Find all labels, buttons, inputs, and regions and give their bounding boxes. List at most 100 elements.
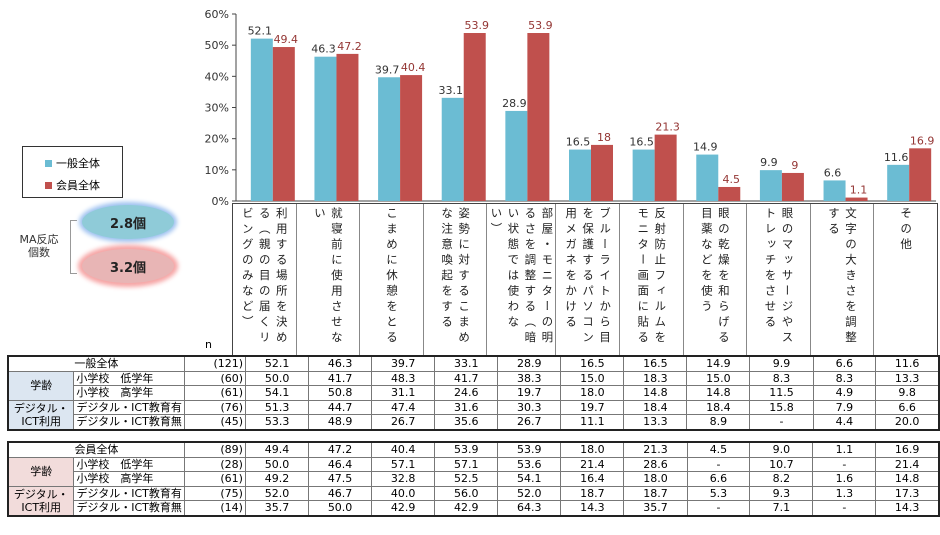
value-cell: 6.6 xyxy=(875,399,940,415)
value-cell: 54.1 xyxy=(245,385,310,401)
value-cell: 14.8 xyxy=(686,385,751,401)
bar-member xyxy=(463,33,486,202)
table-row: 学齢 小学校 低学年 (28) 50.0 46.4 57.1 57.1 53.6 21.4 28.… xyxy=(7,456,940,487)
group-label: 学齢 xyxy=(7,456,75,487)
segment-label: デジタル・ICT教育有 xyxy=(73,399,185,415)
value-cell: 41.7 xyxy=(434,370,499,386)
segment-label: 小学校 低学年 xyxy=(73,456,185,472)
value-cell: 49.2 xyxy=(244,471,310,487)
category-label: 利用する場所を決める（親の目の届くリビングのみなど） xyxy=(240,207,289,347)
value-cell: 52.1 xyxy=(245,355,310,372)
value-cell: 42.9 xyxy=(434,500,499,516)
bar-general xyxy=(696,154,719,201)
data-label-general: 52.1 xyxy=(248,25,273,38)
value-cell: 50.8 xyxy=(308,385,373,401)
value-cell: 16.5 xyxy=(623,355,688,372)
category-header-cell: 部屋・モニターの明るさを調整する（暗い状態では使わない） xyxy=(487,204,557,356)
bar-general xyxy=(823,180,846,201)
data-label-member: 9 xyxy=(791,159,798,172)
value-cell: 53.3 xyxy=(245,414,310,430)
value-cell: 21.4 xyxy=(875,456,940,472)
value-cell: 18.4 xyxy=(623,399,688,415)
sample-size: (45) xyxy=(183,414,247,430)
value-cell: - xyxy=(812,500,877,516)
table-row: 一般全体 (121) 52.1 46.3 39.7 33.1 28.9 16.5 16.5 14.… xyxy=(7,355,940,372)
category-header-cell: 利用する場所を決める（親の目の届くリビングのみなど） xyxy=(233,204,297,356)
legend-swatch-general xyxy=(45,159,52,167)
legend-item-general: 一般全体 xyxy=(45,155,100,171)
bar-general xyxy=(505,110,528,201)
value-cell: 1.6 xyxy=(812,471,877,487)
sample-size: (76) xyxy=(183,399,247,415)
data-label-member: 1.1 xyxy=(850,184,868,197)
category-header-cell: 反射防止フィルムをモニター画面に貼る xyxy=(620,204,684,356)
legend-label-member: 会員全体 xyxy=(56,179,100,192)
n-header: n xyxy=(205,338,212,351)
value-cell: 9.0 xyxy=(749,441,814,458)
value-cell: 13.3 xyxy=(875,370,940,386)
value-cell: 46.4 xyxy=(308,456,373,472)
data-label-member: 40.4 xyxy=(401,61,426,74)
value-cell: 47.5 xyxy=(308,471,373,487)
legend: 一般全体 会員全体 xyxy=(22,146,123,198)
value-cell: 64.3 xyxy=(497,500,562,516)
value-cell: 8.2 xyxy=(749,471,814,487)
value-cell: 15.8 xyxy=(749,399,814,415)
segment-label: デジタル・ICT教育有 xyxy=(73,485,185,501)
value-cell: 16.4 xyxy=(560,471,625,487)
general-table: 一般全体 (121) 52.1 46.3 39.7 33.1 28.9 16.5 16.5 14.… xyxy=(7,355,940,431)
ma-count-general: 2.8個 xyxy=(82,205,174,239)
group-label: 学齢 xyxy=(7,370,75,401)
value-cell: 18.0 xyxy=(623,471,688,487)
data-label-member: 53.9 xyxy=(528,19,553,32)
value-cell: 7.9 xyxy=(812,399,877,415)
value-cell: 33.1 xyxy=(434,355,499,372)
bar-member xyxy=(272,47,295,201)
bar-member xyxy=(400,75,423,201)
y-tick-label: 40% xyxy=(205,70,229,83)
bar-member xyxy=(718,186,741,201)
value-cell: 14.3 xyxy=(875,500,940,516)
category-label: ブルーライトから目を保護するパソコン用メガネをかける xyxy=(564,207,613,347)
segment-label: デジタル・ICT教育無 xyxy=(73,414,185,430)
value-cell: - xyxy=(686,456,751,472)
value-cell: 52.5 xyxy=(434,471,499,487)
data-label-member: 21.3 xyxy=(655,121,680,134)
data-label-member: 49.4 xyxy=(274,33,299,46)
data-label-member: 4.5 xyxy=(723,173,741,186)
value-cell: 4.4 xyxy=(812,414,877,430)
value-cell: 8.3 xyxy=(749,370,814,386)
category-label: 文字の大きさを調整する xyxy=(827,207,859,347)
value-cell: 21.4 xyxy=(560,456,625,472)
value-cell: 50.0 xyxy=(244,456,310,472)
sample-size: (61) xyxy=(183,385,247,401)
data-label-member: 53.9 xyxy=(464,19,489,32)
value-cell: 50.0 xyxy=(245,370,310,386)
y-tick-label: 10% xyxy=(205,164,229,177)
value-cell: 18.0 xyxy=(560,441,625,458)
value-cell: - xyxy=(686,500,751,516)
data-label-general: 11.6 xyxy=(884,151,909,164)
value-cell: 1.1 xyxy=(812,441,877,458)
value-cell: 14.8 xyxy=(623,385,688,401)
value-cell: 31.1 xyxy=(371,385,436,401)
bar-member xyxy=(845,197,868,201)
bar-general xyxy=(441,97,464,201)
value-cell: 11.1 xyxy=(560,414,625,430)
value-cell: 48.3 xyxy=(371,370,436,386)
value-cell: 16.5 xyxy=(560,355,625,372)
value-cell: 35.7 xyxy=(623,500,688,516)
value-cell: 53.9 xyxy=(434,441,499,458)
bar-general xyxy=(250,38,273,201)
ma-count-member: 3.2個 xyxy=(82,249,174,283)
category-header-cell: 眼のマッサージやストレッチをさせる xyxy=(747,204,811,356)
value-cell: 18.7 xyxy=(560,485,625,501)
table-row: デジタル・ICT教育無 (14) 35.7 50.0 42.9 42.9 64.3 14.3 3… xyxy=(8,500,940,516)
data-label-general: 16.5 xyxy=(566,136,591,149)
value-cell: 28.6 xyxy=(623,456,688,472)
value-cell: 19.7 xyxy=(560,399,625,415)
value-cell: 39.7 xyxy=(371,355,436,372)
bracket xyxy=(70,220,77,274)
data-label-general: 46.3 xyxy=(311,43,336,56)
legend-swatch-member xyxy=(45,181,52,189)
